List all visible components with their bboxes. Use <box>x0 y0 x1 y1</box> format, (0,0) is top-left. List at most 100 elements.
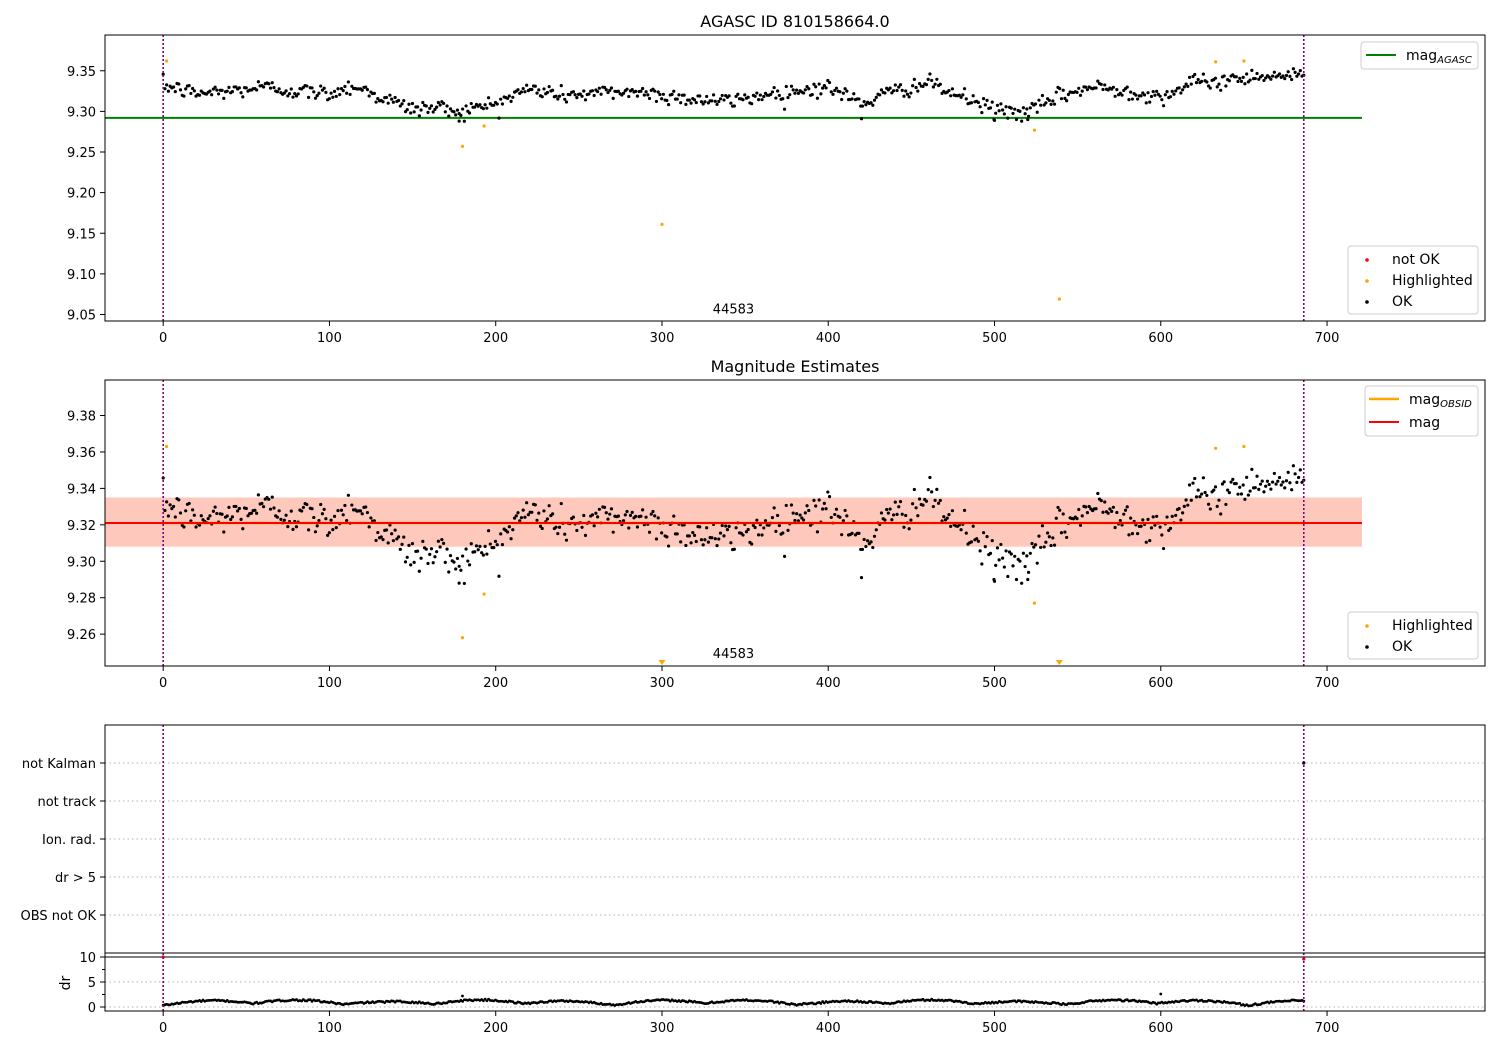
ok-point <box>291 527 295 531</box>
ok-point <box>789 503 794 507</box>
ok-point <box>814 504 818 508</box>
ok-point <box>289 509 293 513</box>
ok-point <box>346 80 350 84</box>
ok-point <box>440 537 444 542</box>
ok-point <box>310 86 314 90</box>
ok-point <box>215 88 219 92</box>
ok-point <box>1241 75 1245 79</box>
ok-point <box>758 93 762 97</box>
ok-point <box>1011 564 1015 568</box>
ok-point <box>756 98 761 102</box>
ok-point <box>294 525 299 529</box>
ok-point <box>679 101 683 105</box>
ok-point <box>462 119 466 123</box>
ok-point <box>1203 490 1207 495</box>
ok-point <box>829 90 833 94</box>
legend-box <box>1347 611 1479 660</box>
ok-point <box>976 100 980 105</box>
ok-point <box>293 92 297 96</box>
ok-point <box>227 505 231 509</box>
ok-point <box>452 560 456 564</box>
ok-point <box>441 541 446 545</box>
ok-point <box>1290 488 1294 492</box>
ok-point <box>469 101 473 106</box>
ok-point <box>874 95 878 99</box>
ok-point <box>602 85 607 89</box>
ok-point <box>455 556 460 561</box>
ok-point <box>1130 532 1135 536</box>
ok-point <box>1179 91 1183 95</box>
ok-point <box>763 519 768 523</box>
ok-point <box>1026 114 1031 118</box>
ok-point <box>557 94 562 98</box>
ok-point <box>412 560 416 564</box>
ok-point <box>1004 105 1008 109</box>
ok-point <box>905 92 910 96</box>
ok-point <box>933 82 937 86</box>
ok-point <box>647 96 652 101</box>
ok-point <box>244 506 248 511</box>
ok-point <box>391 539 395 543</box>
ok-point <box>417 114 421 118</box>
ok-point <box>1293 70 1297 74</box>
ok-point <box>769 92 773 96</box>
panel-magnitude-legend-points: Highlighted OK <box>1347 611 1479 660</box>
ok-point <box>843 508 847 513</box>
ok-point <box>634 89 638 93</box>
ok-point <box>611 96 615 101</box>
ok-point <box>1186 84 1190 88</box>
ok-point <box>660 97 664 101</box>
ok-point <box>210 93 214 97</box>
ok-point <box>1161 546 1166 551</box>
ok-point <box>862 100 866 104</box>
ok-point <box>1123 508 1128 512</box>
ok-point <box>336 87 340 91</box>
ok-point <box>720 93 724 98</box>
ok-point <box>909 518 913 522</box>
ok-point <box>611 530 615 534</box>
ok-point <box>374 538 378 543</box>
ok-point <box>184 87 188 91</box>
highlighted-point <box>164 444 169 449</box>
legend-box <box>1347 245 1479 315</box>
ok-point <box>1153 93 1157 97</box>
ok-point <box>843 87 847 91</box>
ok-point <box>336 508 340 513</box>
ok-point <box>1018 559 1022 563</box>
ok-point <box>1236 492 1240 496</box>
ok-point <box>891 513 896 517</box>
ok-point <box>1248 489 1252 493</box>
ok-point <box>580 94 584 98</box>
ok-point <box>893 500 897 504</box>
ok-point <box>1044 540 1048 544</box>
ok-point <box>476 548 480 552</box>
ok-point <box>329 518 333 522</box>
ok-point <box>793 518 797 523</box>
ok-point <box>1044 101 1048 105</box>
ok-point <box>845 514 849 518</box>
ok-point <box>1271 480 1275 484</box>
x-tick-label: 200 <box>483 676 508 691</box>
ok-point <box>286 525 290 529</box>
ok-point <box>983 103 987 107</box>
ok-point <box>1141 518 1145 522</box>
ok-point <box>938 82 942 86</box>
ok-point <box>500 543 505 547</box>
ok-point <box>625 509 629 514</box>
dr-point <box>461 994 464 998</box>
ok-point <box>255 88 259 92</box>
ok-point <box>208 514 212 518</box>
ok-point <box>236 509 240 513</box>
ok-point <box>287 92 292 96</box>
x-tick-label: 0 <box>159 331 167 346</box>
ok-point <box>1078 523 1083 527</box>
ok-point <box>1049 543 1053 548</box>
ok-point <box>286 94 290 98</box>
panel-flags: not Kalman not track Ion. rad. dr > 5 OBS no… <box>21 724 1486 954</box>
ok-point <box>649 512 653 516</box>
ok-point <box>1272 70 1276 74</box>
ok-point <box>332 89 337 93</box>
ok-point <box>1257 487 1261 491</box>
ok-point <box>890 518 894 522</box>
ok-point <box>1187 483 1192 487</box>
